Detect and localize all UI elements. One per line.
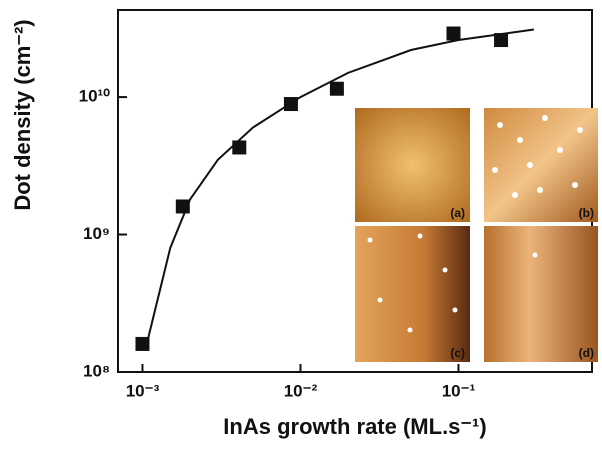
insets (355, 108, 598, 362)
data-point (494, 33, 509, 48)
inset-label: (b) (579, 206, 594, 220)
inset-image (355, 226, 470, 362)
inset-dots (367, 115, 583, 333)
y-tick-label: 10¹⁰ (79, 87, 111, 106)
data-point (232, 140, 247, 155)
inset-image (484, 108, 598, 222)
inset-image (355, 108, 470, 222)
x-axis-label: InAs growth rate (ML.s⁻¹) (223, 414, 486, 439)
data-point (329, 81, 344, 96)
inset-image (484, 226, 598, 362)
data-point (446, 26, 461, 41)
y-tick-label: 10⁹ (83, 224, 110, 243)
y-tick-label: 10⁸ (83, 361, 110, 380)
inset-label: (a) (450, 206, 465, 220)
x-tick-label: 10⁻² (284, 381, 318, 400)
inset-label: (d) (579, 346, 594, 360)
inset-label: (c) (450, 346, 465, 360)
x-tick-label: 10⁻¹ (442, 381, 476, 400)
x-tick-label: 10⁻³ (126, 381, 160, 400)
fit-line (144, 28, 534, 349)
y-axis-label: Dot density (cm⁻²) (10, 19, 35, 210)
